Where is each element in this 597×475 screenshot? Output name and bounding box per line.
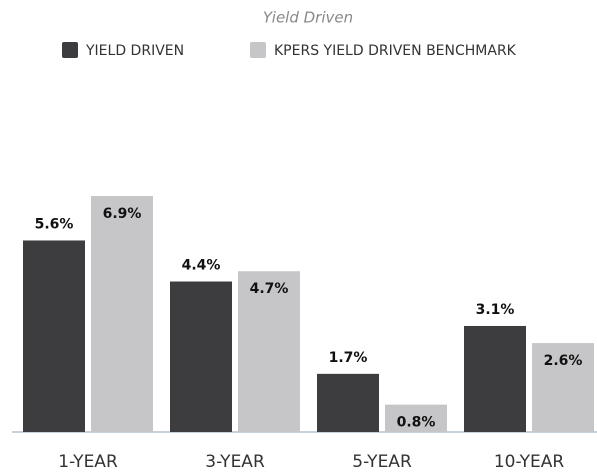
data-label: 3.1% <box>476 302 515 318</box>
data-label: 0.8% <box>397 415 436 431</box>
legend-label: KPERS YIELD DRIVEN BENCHMARK <box>274 43 517 59</box>
data-label: 2.6% <box>544 353 583 369</box>
bar <box>317 373 379 432</box>
data-label: 1.7% <box>329 350 368 366</box>
data-label: 6.9% <box>103 206 142 222</box>
bar <box>23 240 85 432</box>
data-label: 4.7% <box>250 281 289 297</box>
chart-title: Yield Driven <box>263 9 353 27</box>
bar <box>532 343 594 432</box>
legend-swatch <box>250 42 266 58</box>
legend-label: YIELD DRIVEN <box>85 43 184 59</box>
x-tick-label: 5-YEAR <box>352 452 412 472</box>
bar <box>170 281 232 432</box>
data-label: 4.4% <box>182 258 221 274</box>
bar <box>91 196 153 432</box>
data-label: 5.6% <box>35 216 74 232</box>
bar <box>464 325 526 432</box>
x-tick-label: 3-YEAR <box>205 452 265 472</box>
x-tick-label: 10-YEAR <box>494 452 565 472</box>
x-tick-label: 1-YEAR <box>58 452 118 472</box>
bar <box>385 404 447 432</box>
bar <box>238 271 300 432</box>
legend-swatch <box>62 42 78 58</box>
